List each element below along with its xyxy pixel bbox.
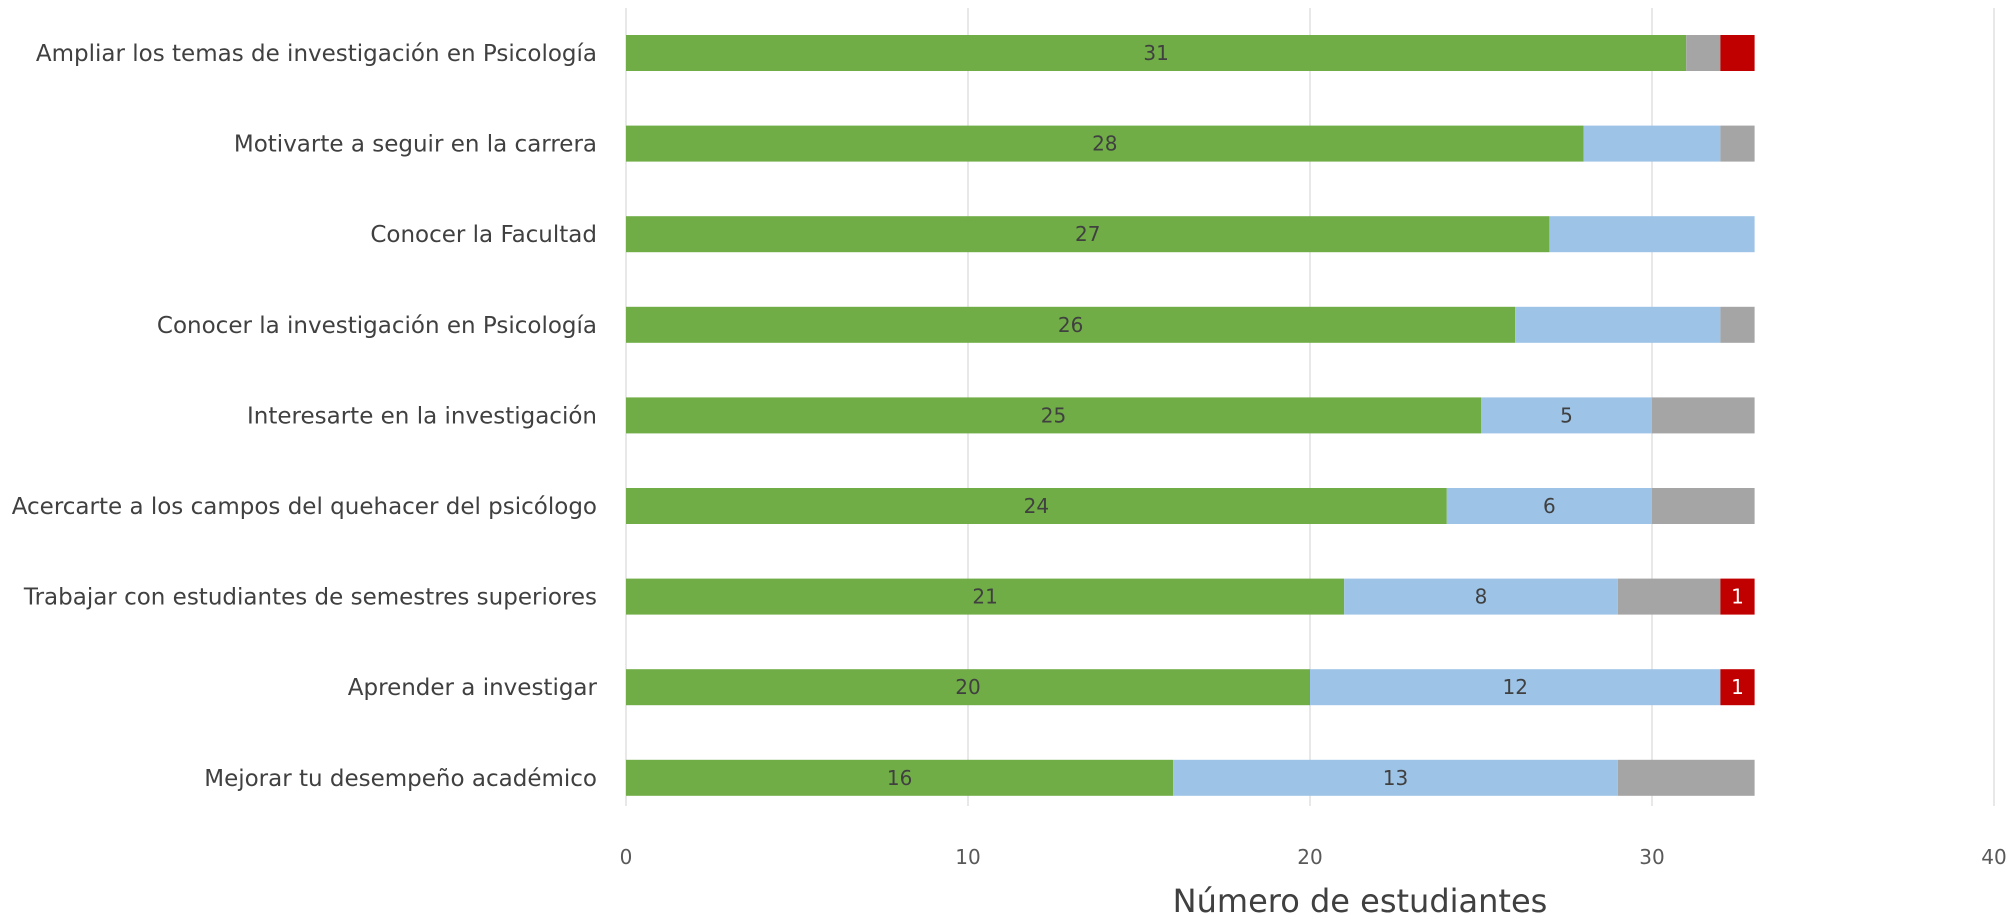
- data-label: 28: [1092, 132, 1117, 156]
- data-label: 21: [972, 585, 997, 609]
- bars: 31 28 27 26 25 5 24 6 21 8 1 20 12 1 16 13: [626, 35, 1755, 796]
- data-label: 5: [1560, 403, 1573, 427]
- bar-segment: [1344, 578, 1618, 615]
- category-label: Aprender a investigar: [348, 675, 598, 701]
- data-label: 1: [1731, 675, 1744, 699]
- category-label: Mejorar tu desempeño académico: [204, 766, 597, 792]
- bar-segment: [1720, 578, 1755, 615]
- x-tick-label: 20: [1297, 845, 1322, 869]
- bar-segment: [626, 669, 1310, 706]
- bar-segment: [1686, 35, 1721, 71]
- category-label: Motivarte a seguir en la carrera: [234, 132, 597, 158]
- x-axis-title: Número de estudiantes: [1173, 882, 1548, 920]
- bar-segment: [1310, 669, 1721, 706]
- category-labels: Ampliar los temas de investigación en Ps…: [12, 41, 598, 792]
- x-tick-label: 40: [1981, 845, 2006, 869]
- x-tick-label: 30: [1639, 845, 1664, 869]
- category-label: Acercarte a los campos del quehacer del …: [12, 494, 597, 520]
- bar-segment: [1446, 488, 1652, 524]
- data-label: 31: [1143, 41, 1168, 65]
- category-label: Conocer la Facultad: [370, 222, 597, 248]
- data-label: 25: [1041, 403, 1066, 427]
- bar-segment: [626, 397, 1481, 434]
- bar-segment: [1720, 306, 1755, 343]
- bar-segment: [626, 35, 1687, 71]
- bar-segment: [1617, 759, 1755, 796]
- bar-segment: [626, 306, 1516, 343]
- data-label: 1: [1731, 585, 1744, 609]
- bar-segment: [626, 759, 1174, 796]
- bar-segment: [626, 125, 1584, 162]
- data-label: 20: [955, 675, 980, 699]
- data-label: 12: [1502, 675, 1527, 699]
- bar-segment: [1720, 35, 1755, 71]
- category-label: Interesarte en la investigación: [247, 403, 597, 429]
- data-label: 6: [1543, 494, 1556, 518]
- bar-segment: [1549, 216, 1755, 253]
- x-tick-label: 10: [955, 845, 980, 869]
- bar-segment: [1173, 759, 1618, 796]
- data-label: 8: [1475, 585, 1488, 609]
- category-label: Trabajar con estudiantes de semestres su…: [23, 585, 597, 611]
- bar-segment: [1617, 578, 1721, 615]
- bar-segment: [626, 216, 1550, 253]
- bar-segment: [1652, 397, 1755, 434]
- bar-segment: [1720, 125, 1755, 162]
- data-label: 16: [887, 766, 912, 790]
- bar-segment: [626, 578, 1345, 615]
- data-label: 24: [1024, 494, 1049, 518]
- data-label: 13: [1383, 766, 1408, 790]
- x-axis-ticks: 0 10 20 30 40: [620, 845, 2007, 869]
- bar-segment: [1583, 125, 1721, 162]
- bar-segment: [1652, 488, 1755, 524]
- category-label: Conocer la investigación en Psicología: [157, 313, 597, 339]
- bar-segment: [1720, 669, 1755, 706]
- category-label: Ampliar los temas de investigación en Ps…: [36, 41, 597, 67]
- bar-segment: [1515, 306, 1721, 343]
- data-label: 27: [1075, 222, 1100, 246]
- data-label: 26: [1058, 313, 1083, 337]
- bar-segment: [1481, 397, 1652, 434]
- bar-segment: [626, 488, 1447, 524]
- x-tick-label: 0: [620, 845, 633, 869]
